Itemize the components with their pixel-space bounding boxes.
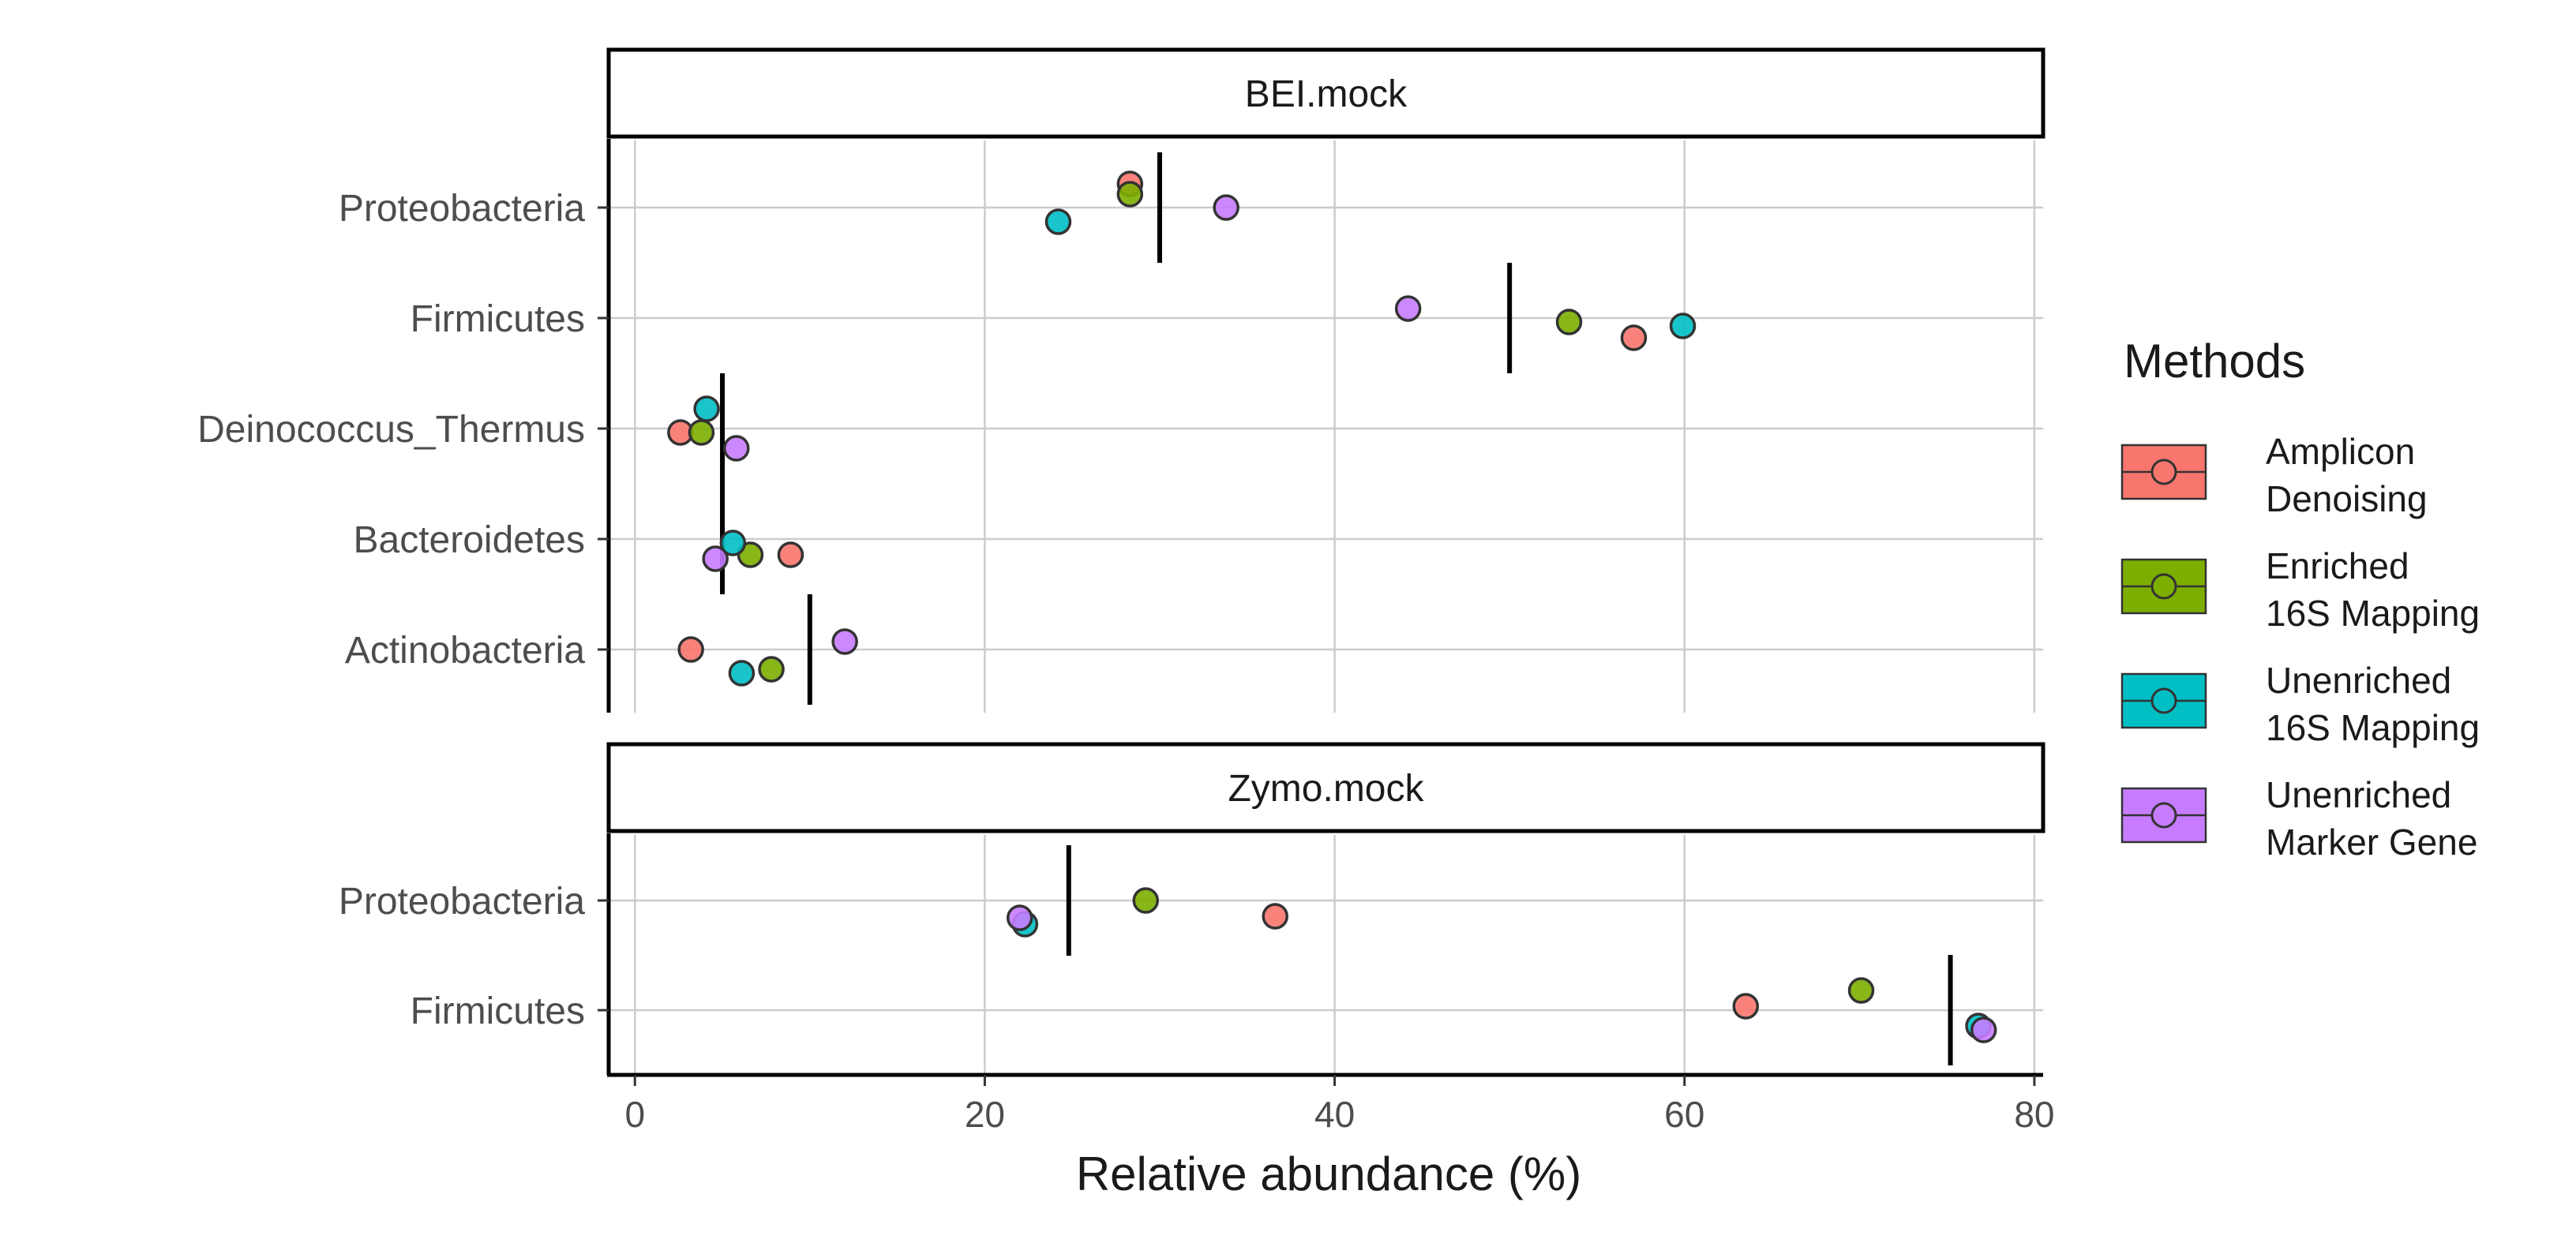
data-point-marker <box>1394 295 1422 322</box>
y-tick-label: Firmicutes <box>411 298 585 340</box>
legend-label-line1: Unenriched <box>2266 660 2451 701</box>
y-tick-label: Deinococcus_Thermus <box>197 409 585 451</box>
legend-entry-unenriched16s: Unenriched 16S Mapping <box>2120 660 2480 748</box>
y-tick-label: Proteobacteria <box>339 188 585 230</box>
y-tick-label: Bacteroidetes <box>353 519 585 561</box>
legend-key-point <box>2150 802 2177 829</box>
data-point-enriched <box>688 419 715 446</box>
data-point-enriched <box>1847 977 1875 1004</box>
x-axis-title: Relative abundance (%) <box>1076 1148 1581 1200</box>
x-tick-label: 80 <box>2014 1094 2054 1135</box>
data-point-marker <box>702 545 729 572</box>
data-point-unenriched16s <box>1669 313 1697 339</box>
legend-label-line2: Denoising <box>2266 478 2428 519</box>
legend-key-point <box>2150 573 2177 600</box>
panel-bei-mock: BEI.mock Proteobacteria Firmicutes Deinococ… <box>197 47 2045 713</box>
data-point-unenriched16s <box>1044 208 1072 235</box>
facet-strip-label: Zymo.mock <box>1228 768 1424 810</box>
legend-entry-enriched: Enriched 16S Mapping <box>2120 545 2480 634</box>
data-point-unenriched16s <box>693 395 720 422</box>
legend-label-line2: 16S Mapping <box>2266 593 2480 634</box>
data-point-amplicon <box>1262 903 1288 930</box>
legend-title: Methods <box>2124 335 2305 388</box>
legend-label-line2: 16S Mapping <box>2266 707 2480 748</box>
data-point-enriched <box>1555 309 1583 335</box>
legend-key-point <box>2150 687 2177 714</box>
x-tick-label: 0 <box>624 1094 645 1135</box>
data-point-amplicon <box>677 636 704 663</box>
data-point-unenriched16s <box>719 530 747 556</box>
legend-entry-amplicon: Amplicon Denoising <box>2120 431 2428 519</box>
legend-label-line2: Marker Gene <box>2266 822 2477 863</box>
data-point-amplicon <box>1732 993 1760 1020</box>
panels: BEI.mock Proteobacteria Firmicutes Deinococ… <box>197 47 2055 1135</box>
facet-strip-label: BEI.mock <box>1245 73 1408 115</box>
x-tick-label: 20 <box>965 1094 1005 1135</box>
x-tick-label: 60 <box>1664 1094 1704 1135</box>
legend-label-line1: Enriched <box>2266 545 2409 586</box>
data-point-marker <box>723 435 750 462</box>
y-tick-label: Proteobacteria <box>339 881 585 923</box>
y-tick-label: Firmicutes <box>411 990 585 1032</box>
facet-strip <box>606 47 2045 139</box>
legend-label-line1: Amplicon <box>2266 431 2415 472</box>
legend-key-point <box>2150 459 2177 485</box>
data-point-enriched <box>1132 887 1160 914</box>
panel-zymo-mock: Zymo.mock 0 20 40 60 80 Proteobacteria Firmicut… <box>339 742 2055 1135</box>
legend: Methods Amplicon Denoising Enriched 16S Map… <box>2120 335 2480 863</box>
facet-strip <box>606 742 2045 833</box>
data-point-marker <box>1970 1016 1997 1043</box>
legend-label-line1: Unenriched <box>2266 774 2451 815</box>
x-tick-label: 40 <box>1314 1094 1355 1135</box>
data-point-marker <box>1006 904 1033 931</box>
data-point-amplicon <box>777 541 804 568</box>
y-tick-label: Actinobacteria <box>345 630 585 672</box>
data-point-marker <box>1213 194 1239 221</box>
data-point-enriched <box>1116 181 1144 208</box>
data-point-unenriched16s <box>728 660 756 687</box>
data-point-amplicon <box>1620 324 1648 351</box>
legend-entry-marker: Unenriched Marker Gene <box>2120 774 2477 863</box>
data-point-enriched <box>758 656 785 683</box>
data-point-marker <box>831 628 858 655</box>
